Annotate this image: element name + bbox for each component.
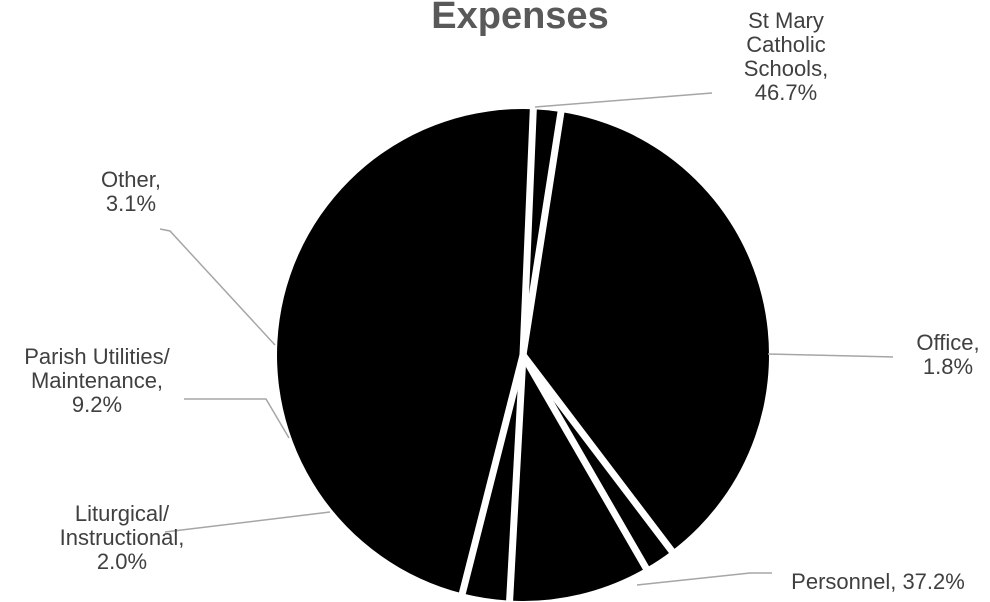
leader-lines [159, 92, 894, 586]
chart-title: Expenses [431, 0, 608, 37]
slice-label-line: 1.8% [923, 354, 973, 379]
slice-label: Personnel, 37.2% [791, 569, 965, 594]
slice-separator [519, 107, 566, 356]
slice-label-line: 3.1% [106, 191, 156, 216]
leader-line [534, 92, 713, 108]
slice-label: Liturgical/Instructional, 2.0% [60, 501, 185, 574]
slice-separator [520, 352, 677, 557]
slice-label-line: 46.7% [755, 80, 817, 105]
slice-label-line: Liturgical/ [75, 501, 170, 526]
slice-label-line: St Mary [748, 8, 824, 33]
slice-separator [519, 105, 537, 356]
slice-label-line: Parish Utilities/ [24, 344, 170, 369]
pie-slice-personnel [523, 111, 770, 551]
slice-label-line: Personnel, 37.2% [791, 569, 965, 594]
pie-slice-st-mary-catholic-schools [277, 109, 534, 594]
leader-line [159, 228, 276, 346]
slice-label-line: Maintenance, [31, 368, 163, 393]
slice-label-line: Instructional, [60, 525, 185, 550]
slice-label-line: 2.0% [97, 549, 147, 574]
slice-separator [506, 354, 527, 602]
leader-line [767, 353, 894, 358]
slice-label-line: Catholic [746, 32, 825, 57]
leader-line [184, 398, 290, 439]
leader-line [636, 572, 772, 586]
slice-labels: Office, 1.8% Personnel, 37.2% Liturgical/In… [24, 8, 979, 594]
leader-line [164, 511, 331, 533]
slice-label: St Mary Catholic Schools, 46.7% [744, 8, 828, 105]
slice-label-line: Schools, [744, 56, 828, 81]
slice-label-line: 9.2% [72, 392, 122, 417]
slice-label: Parish Utilities/Maintenance, 9.2% [24, 344, 170, 417]
slice-label-line: Office, [916, 330, 979, 355]
slice-separator [519, 353, 652, 574]
pie-slice-parish-utilities-maintenance [509, 355, 646, 602]
slice-label-line: Other, [101, 167, 161, 192]
slice-label: Office, 1.8% [916, 330, 979, 379]
pie-slices [277, 105, 770, 602]
slice-separator [457, 354, 527, 599]
slice-label: Other, 3.1% [101, 167, 161, 216]
